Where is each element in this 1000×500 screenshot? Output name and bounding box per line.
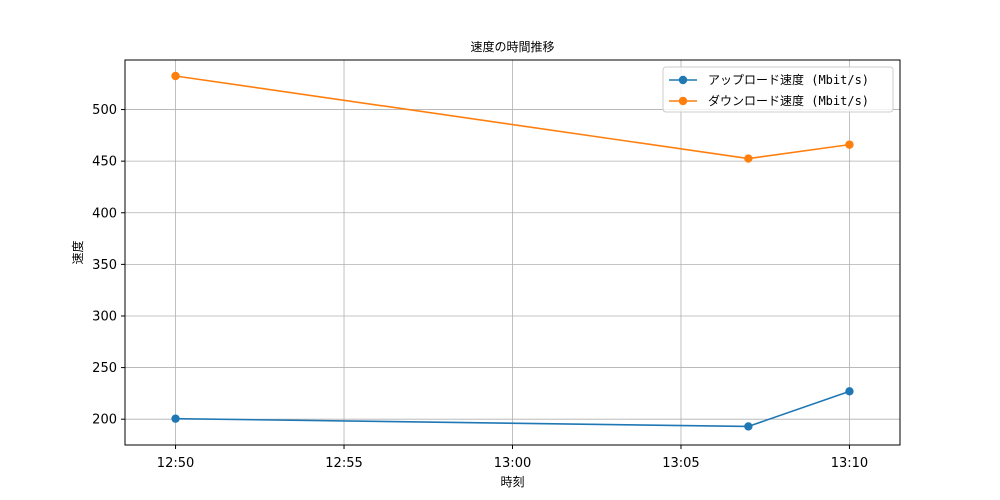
y-axis-label: 速度 [70, 240, 85, 264]
data-point [171, 414, 180, 423]
x-tick-label: 12:55 [325, 456, 362, 471]
legend-label: ダウンロード速度 (Mbit/s) [708, 93, 869, 108]
data-point [845, 140, 854, 149]
legend-label: アップロード速度 (Mbit/s) [708, 72, 869, 87]
x-tick-label: 12:50 [157, 456, 194, 471]
y-tick-label: 450 [92, 155, 117, 170]
y-tick-label: 250 [92, 361, 117, 376]
y-tick-label: 300 [92, 309, 117, 324]
y-tick-label: 350 [92, 258, 117, 273]
y-tick-label: 500 [92, 103, 117, 118]
x-axis-label: 時刻 [500, 475, 524, 489]
series-lines [171, 71, 854, 431]
data-point [744, 154, 753, 163]
x-tick-label: 13:00 [494, 456, 531, 471]
legend-marker [678, 75, 688, 85]
x-axis: 12:50 12:55 13:00 13:05 13:10 [157, 445, 868, 471]
legend: アップロード速度 (Mbit/s) ダウンロード速度 (Mbit/s) [662, 66, 894, 113]
data-point [845, 387, 854, 396]
data-point [744, 422, 753, 431]
y-tick-label: 400 [92, 206, 117, 221]
legend-box [662, 66, 894, 113]
y-axis: 200 250 300 350 400 450 500 [92, 103, 125, 428]
x-tick-label: 13:10 [831, 456, 868, 471]
legend-marker [678, 96, 688, 106]
data-point [171, 71, 180, 81]
chart-title: 速度の時間推移 [470, 39, 554, 54]
x-tick-label: 13:05 [662, 456, 699, 471]
y-tick-label: 200 [92, 413, 117, 428]
